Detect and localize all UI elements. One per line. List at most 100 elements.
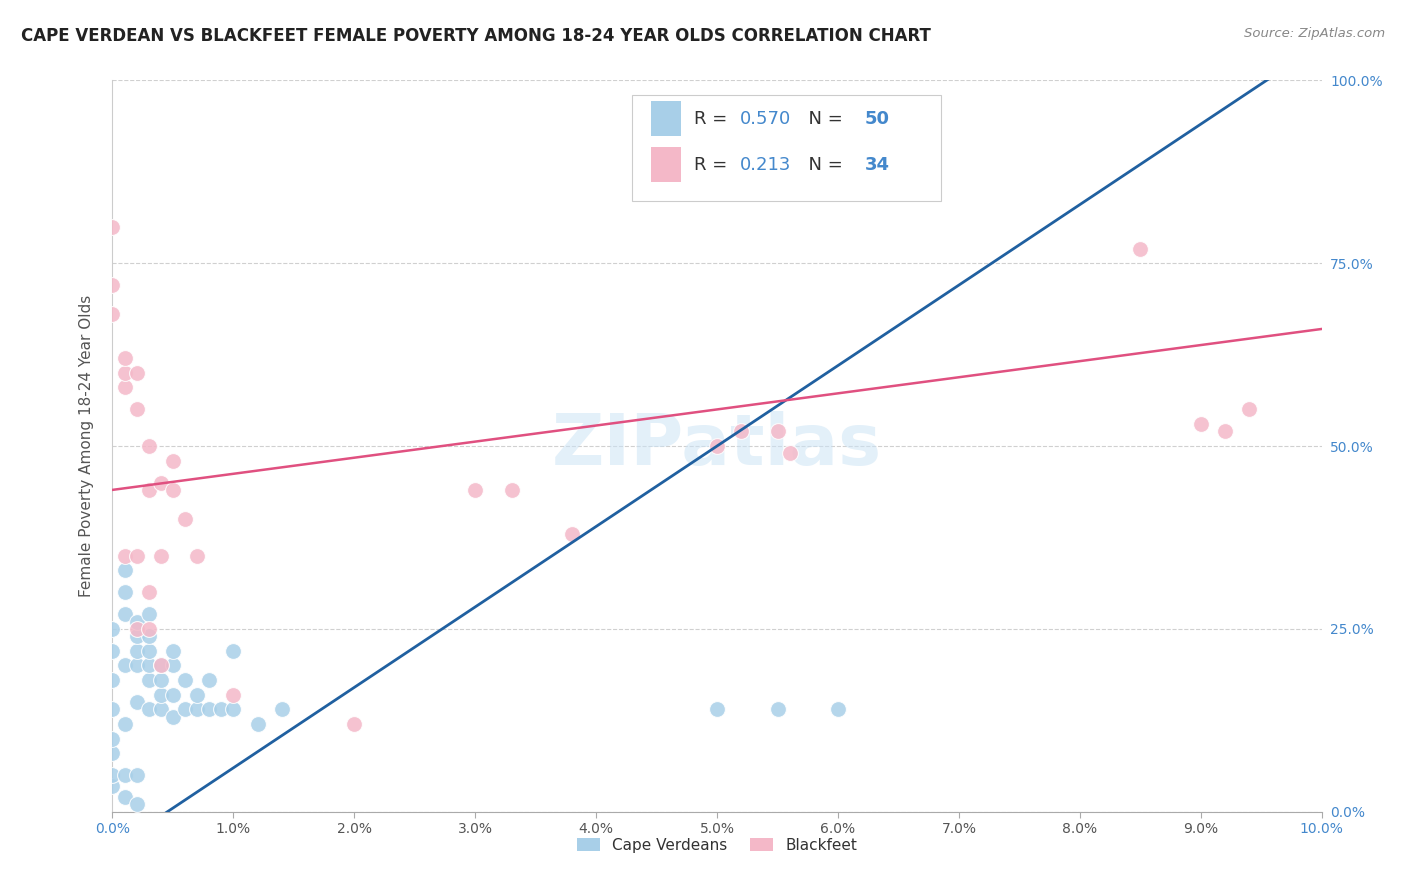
Cape Verdeans: [125, 695, 148, 709]
Cape Verdeans: [174, 673, 197, 687]
Cape Verdeans: [125, 768, 148, 782]
Legend: Cape Verdeans, Blackfeet: Cape Verdeans, Blackfeet: [571, 831, 863, 859]
Blackfeet: [114, 549, 136, 563]
Blackfeet: [138, 483, 160, 497]
Blackfeet: [101, 278, 124, 293]
Cape Verdeans: [138, 644, 160, 658]
Text: N =: N =: [797, 156, 848, 174]
Blackfeet: [149, 658, 172, 673]
Cape Verdeans: [246, 717, 269, 731]
Text: CAPE VERDEAN VS BLACKFEET FEMALE POVERTY AMONG 18-24 YEAR OLDS CORRELATION CHART: CAPE VERDEAN VS BLACKFEET FEMALE POVERTY…: [21, 27, 931, 45]
Cape Verdeans: [114, 717, 136, 731]
Cape Verdeans: [101, 779, 124, 793]
Cape Verdeans: [149, 658, 172, 673]
Blackfeet: [706, 439, 728, 453]
Blackfeet: [101, 219, 124, 234]
Cape Verdeans: [101, 644, 124, 658]
Cape Verdeans: [174, 702, 197, 716]
Cape Verdeans: [162, 709, 184, 723]
Blackfeet: [222, 688, 245, 702]
Blackfeet: [125, 549, 148, 563]
Blackfeet: [114, 351, 136, 366]
Cape Verdeans: [149, 688, 172, 702]
Blackfeet: [149, 549, 172, 563]
Text: R =: R =: [695, 156, 733, 174]
Blackfeet: [114, 366, 136, 380]
Text: R =: R =: [695, 110, 733, 128]
Cape Verdeans: [149, 702, 172, 716]
Cape Verdeans: [198, 673, 221, 687]
Cape Verdeans: [101, 622, 124, 636]
FancyBboxPatch shape: [651, 101, 681, 136]
Cape Verdeans: [162, 644, 184, 658]
Cape Verdeans: [101, 731, 124, 746]
Text: Source: ZipAtlas.com: Source: ZipAtlas.com: [1244, 27, 1385, 40]
Cape Verdeans: [162, 658, 184, 673]
Cape Verdeans: [125, 615, 148, 629]
Text: 50: 50: [865, 110, 890, 128]
Blackfeet: [149, 475, 172, 490]
Blackfeet: [1237, 402, 1260, 417]
Cape Verdeans: [270, 702, 292, 716]
Cape Verdeans: [198, 702, 221, 716]
Cape Verdeans: [827, 702, 849, 716]
Cape Verdeans: [101, 768, 124, 782]
Cape Verdeans: [125, 629, 148, 643]
Blackfeet: [186, 549, 208, 563]
Cape Verdeans: [138, 629, 160, 643]
Blackfeet: [174, 512, 197, 526]
Y-axis label: Female Poverty Among 18-24 Year Olds: Female Poverty Among 18-24 Year Olds: [79, 295, 94, 597]
Blackfeet: [730, 425, 752, 439]
Blackfeet: [501, 483, 523, 497]
Cape Verdeans: [766, 702, 789, 716]
Cape Verdeans: [114, 790, 136, 805]
Blackfeet: [125, 622, 148, 636]
Text: 34: 34: [865, 156, 890, 174]
Blackfeet: [162, 453, 184, 467]
Blackfeet: [138, 585, 160, 599]
Cape Verdeans: [114, 658, 136, 673]
Cape Verdeans: [101, 746, 124, 760]
Cape Verdeans: [114, 607, 136, 622]
Blackfeet: [1129, 242, 1152, 256]
Blackfeet: [125, 366, 148, 380]
Cape Verdeans: [101, 702, 124, 716]
Cape Verdeans: [706, 702, 728, 716]
Blackfeet: [779, 446, 801, 460]
Blackfeet: [1213, 425, 1236, 439]
Blackfeet: [343, 717, 366, 731]
Cape Verdeans: [149, 673, 172, 687]
Cape Verdeans: [101, 673, 124, 687]
Blackfeet: [162, 483, 184, 497]
Blackfeet: [561, 526, 583, 541]
Blackfeet: [464, 483, 486, 497]
Cape Verdeans: [186, 688, 208, 702]
Blackfeet: [138, 439, 160, 453]
Blackfeet: [125, 402, 148, 417]
Text: ZIPatlas: ZIPatlas: [553, 411, 882, 481]
Blackfeet: [114, 380, 136, 394]
Cape Verdeans: [162, 688, 184, 702]
Text: 0.213: 0.213: [740, 156, 792, 174]
Blackfeet: [766, 425, 789, 439]
FancyBboxPatch shape: [633, 95, 941, 201]
Text: 0.570: 0.570: [740, 110, 792, 128]
Cape Verdeans: [209, 702, 232, 716]
Cape Verdeans: [222, 644, 245, 658]
Cape Verdeans: [125, 658, 148, 673]
Cape Verdeans: [222, 702, 245, 716]
Blackfeet: [138, 622, 160, 636]
Cape Verdeans: [114, 768, 136, 782]
Blackfeet: [1189, 417, 1212, 431]
Text: N =: N =: [797, 110, 848, 128]
Blackfeet: [101, 307, 124, 321]
Cape Verdeans: [138, 658, 160, 673]
Cape Verdeans: [138, 673, 160, 687]
Cape Verdeans: [186, 702, 208, 716]
Cape Verdeans: [125, 797, 148, 812]
Cape Verdeans: [114, 585, 136, 599]
Cape Verdeans: [138, 702, 160, 716]
FancyBboxPatch shape: [651, 147, 681, 183]
Cape Verdeans: [114, 563, 136, 577]
Cape Verdeans: [138, 607, 160, 622]
